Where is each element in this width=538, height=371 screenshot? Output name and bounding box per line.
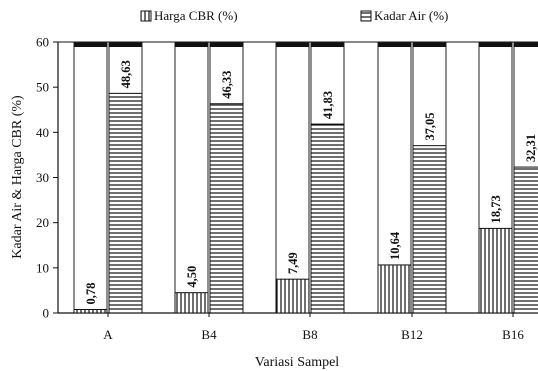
data-label: 41,83 xyxy=(321,91,335,119)
legend-swatch-cbr xyxy=(140,10,152,22)
bar-cap xyxy=(311,43,344,47)
bar-harga-cbr xyxy=(377,264,412,314)
bar-column-outline xyxy=(73,42,108,314)
bar-stack xyxy=(108,42,143,314)
data-label: 48,63 xyxy=(119,60,133,88)
legend-swatch-kadar-air xyxy=(360,10,372,22)
y-tick-label: 20 xyxy=(36,215,49,230)
bar-cap xyxy=(175,43,208,47)
bar-stack xyxy=(275,42,310,314)
bar-cap xyxy=(210,43,243,47)
y-axis: 0 10 20 30 40 50 60 xyxy=(36,35,58,321)
data-label: 18,73 xyxy=(489,195,503,223)
bar-kadar-air xyxy=(108,92,143,314)
data-label: 46,33 xyxy=(220,71,234,99)
data-label: 4,50 xyxy=(185,266,199,288)
bar-stack xyxy=(209,42,244,314)
data-label: 7,49 xyxy=(286,252,300,274)
bar-harga-cbr xyxy=(73,308,108,314)
legend: Harga CBR (%) Kadar Air (%) xyxy=(140,8,448,23)
y-axis-title: Kadar Air & Harga CBR (%) xyxy=(10,95,25,259)
legend-item-cbr: Harga CBR (%) xyxy=(140,8,238,23)
bar-cap xyxy=(378,43,411,47)
x-axis-title: Variasi Sampel xyxy=(255,355,339,370)
legend-label-cbr: Harga CBR (%) xyxy=(154,8,238,23)
bar-cap xyxy=(74,43,107,47)
legend-item-kadar-air: Kadar Air (%) xyxy=(360,8,448,23)
bar-cap xyxy=(413,43,446,47)
bar-cap xyxy=(479,43,512,47)
legend-label-kadar-air: Kadar Air (%) xyxy=(374,8,448,23)
bar-cap xyxy=(276,43,309,47)
data-label: 0,78 xyxy=(84,283,98,305)
bar-harga-cbr xyxy=(478,227,513,314)
x-tick-label: B16 xyxy=(502,327,524,342)
bar-kadar-air xyxy=(513,166,538,314)
x-tick-label: B12 xyxy=(401,327,423,342)
y-tick-label: 50 xyxy=(36,80,49,95)
bar-stack xyxy=(73,42,108,314)
bar-stack xyxy=(412,42,447,314)
bar-cap xyxy=(109,43,142,47)
bar-kadar-air xyxy=(412,145,447,314)
data-label: 32,31 xyxy=(524,134,538,162)
data-labels: 0,78 48,63 4,50 46,33 7,49 41,83 10,64 37,05 18,… xyxy=(84,60,538,304)
bar-stack xyxy=(377,42,412,314)
x-tick-label: B4 xyxy=(201,327,217,342)
bar-stack xyxy=(513,42,538,314)
bar-stack xyxy=(310,42,345,314)
y-tick-label: 10 xyxy=(36,260,49,275)
bar-stack xyxy=(478,42,513,314)
data-label: 10,64 xyxy=(388,231,402,260)
y-tick-label: 30 xyxy=(36,170,49,185)
bar-harga-cbr xyxy=(174,292,209,314)
y-tick-label: 60 xyxy=(36,35,49,50)
y-tick-label: 40 xyxy=(36,125,49,140)
x-tick-label: B8 xyxy=(302,327,317,342)
bar-column-outline xyxy=(275,42,310,314)
data-label: 37,05 xyxy=(423,113,437,141)
x-axis: A B4 B8 B12 B16 xyxy=(103,313,524,342)
bars xyxy=(73,42,538,314)
bar-cap xyxy=(514,43,538,47)
bar-kadar-air xyxy=(209,103,244,314)
bar-stack xyxy=(174,42,209,314)
bar-harga-cbr xyxy=(275,278,310,314)
x-tick-label: A xyxy=(103,327,113,342)
bar-kadar-air xyxy=(310,123,345,314)
y-tick-label: 0 xyxy=(43,306,50,321)
